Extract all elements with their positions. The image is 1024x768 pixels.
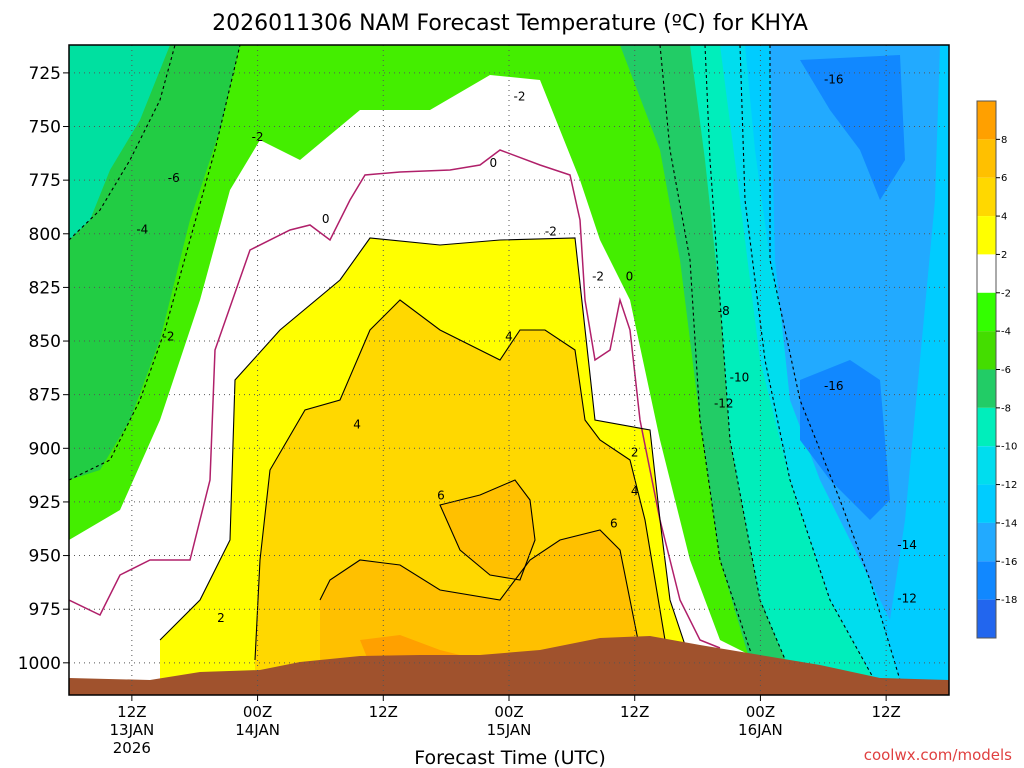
colorbar-swatch [977,369,996,408]
colorbar-swatch [977,139,996,178]
contour-label: -10 [730,371,750,385]
contour-label: -12 [714,396,734,410]
colorbar-label: -6 [1001,365,1011,376]
x-axis-label: Forecast Time (UTC) [414,747,605,768]
contour-label: 0 [489,156,497,170]
contour-label: 4 [353,418,361,432]
x-tick-label: 12Z [369,703,398,721]
x-tick-label: 00Z [494,703,523,721]
y-tick-label: 925 [29,493,61,513]
x-tick-label: 12Z [117,703,146,721]
y-tick-label: 950 [29,547,61,567]
contour-labels: -16 -2 -2 0 -6 -4 0 -2 -2 0 -8 -2 4 -10 -16 -12 4 2 6 4 6 -14… [136,72,917,624]
colorbar-swatch [977,484,996,523]
y-tick-label: 800 [29,225,61,245]
contour-label: -12 [897,591,917,605]
colorbar-label: 6 [1001,173,1007,184]
x-tick-label: 12Z [620,703,649,721]
y-tick-label: 975 [29,600,61,620]
contour-label: 6 [437,488,445,502]
credit-text: coolwx.com/models [864,746,1012,764]
colorbar-swatch [977,216,996,255]
contour-label: -16 [824,72,844,86]
y-tick-label: 775 [29,171,61,191]
contour-label: -2 [252,130,264,144]
contour-label: -2 [163,330,175,344]
colorbar-label: -2 [1001,288,1011,299]
y-tick-label: 825 [29,278,61,298]
contour-label: 4 [505,330,513,344]
y-tick-label: 850 [29,332,61,352]
contour-label: 6 [610,516,618,530]
colorbar-label: -12 [1001,480,1017,491]
colorbar-swatch [977,599,996,638]
contour-label: 2 [631,446,639,460]
y-axis: 725 750 775 800 825 850 875 900 925 950 975 1000 [18,64,69,674]
field-minus16 [770,45,940,620]
grid [69,45,949,695]
plot-area: -16 -2 -2 0 -6 -4 0 -2 -2 0 -8 -2 4 -10 -16 -12 4 2 6 4 6 -14… [68,44,950,696]
colorbar-label: -8 [1001,403,1011,414]
colorbar-label: -18 [1001,595,1017,606]
colorbar-label: -4 [1001,327,1011,338]
x-tick-label: 00Z [243,703,272,721]
x-tick-label: 15JAN [487,721,532,739]
colorbar-swatch [977,522,996,562]
colorbar-swatch [977,561,996,600]
field-minus8 [69,45,170,240]
y-tick-label: 1000 [18,654,61,674]
colorbar-swatch [977,292,996,332]
x-tick-label: 12Z [871,703,900,721]
contour-label: -2 [513,89,525,103]
colorbar-swatch [977,446,996,485]
y-tick-label: 725 [29,64,61,84]
contour-label: -14 [897,538,917,552]
contour-label: -6 [168,171,180,185]
colorbar-label: -10 [1001,442,1017,453]
contour-label: 4 [631,484,639,498]
colorbar-label: 8 [1001,135,1007,146]
y-tick-label: 900 [29,439,61,459]
field-minus18 [800,55,905,200]
colorbar-swatch [977,101,996,140]
field-minus18b [800,360,890,520]
colorbar-label: 4 [1001,212,1007,223]
colorbar-swatch [977,177,996,217]
colorbar-swatch [977,331,996,370]
contour-label: 0 [322,212,330,226]
x-tick-label: 13JAN [109,721,154,739]
x-tick-label: 16JAN [738,721,783,739]
contour-label: -2 [545,225,557,239]
colorbar-swatch [977,407,996,447]
x-tick-label: 00Z [746,703,775,721]
x-tick-label: 2026 [113,739,151,757]
contour-label: -8 [718,304,730,318]
y-tick-label: 750 [29,118,61,138]
contour-label: -2 [592,270,604,284]
y-tick-label: 875 [29,386,61,406]
contour-label: -16 [824,379,844,393]
contour-label: -4 [136,222,148,236]
chart-title: 2026011306 NAM Forecast Temperature (ºC)… [212,11,808,36]
colorbar: 8 6 4 2 -2 -4 -6 -8 -10 -12 -14 -16 -18 [976,100,1017,639]
colorbar-label: -14 [1001,518,1017,529]
colorbar-label: 2 [1001,250,1007,261]
contour-label: 0 [626,270,634,284]
colorbar-label: -16 [1001,557,1017,568]
colorbar-swatch [977,254,996,293]
x-tick-label: 14JAN [235,721,280,739]
contour-label: 2 [217,611,225,625]
field-plus6b [440,480,535,580]
